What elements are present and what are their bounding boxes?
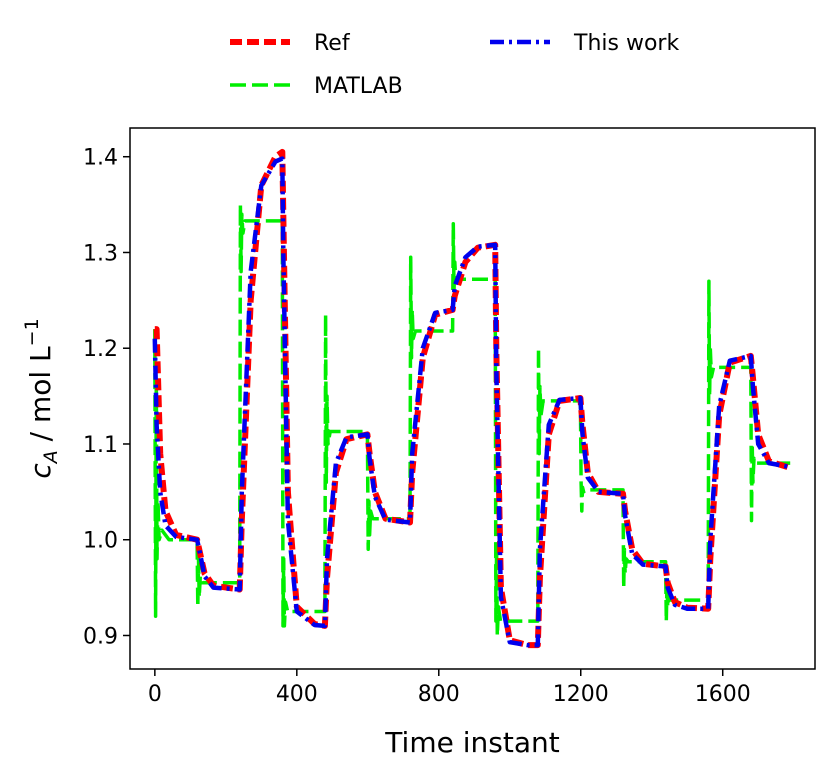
y-axis-title-symbol: c bbox=[24, 463, 57, 479]
series-line-this-work bbox=[152, 156, 791, 648]
y-tick-label: 1.3 bbox=[83, 241, 118, 266]
plot-frame bbox=[129, 127, 816, 670]
legend: Ref This work MATLAB bbox=[230, 31, 679, 99]
x-tick-label: 1200 bbox=[553, 682, 609, 707]
x-tick-label: 0 bbox=[148, 682, 162, 707]
y-tick-label: 0.9 bbox=[83, 624, 118, 649]
y-axis-title-subscript: A bbox=[40, 450, 62, 465]
y-tick-label: 1.2 bbox=[83, 337, 118, 362]
x-tick-label: 800 bbox=[418, 682, 460, 707]
x-tick-label: 400 bbox=[276, 682, 318, 707]
legend-label-this-work: This work bbox=[573, 31, 679, 56]
x-tick-label: 1600 bbox=[695, 682, 751, 707]
x-axis-title: Time instant bbox=[384, 726, 559, 759]
y-axis-title-superscript: −1 bbox=[21, 318, 43, 346]
legend-label-ref: Ref bbox=[314, 31, 351, 56]
legend-label-matlab: MATLAB bbox=[314, 74, 403, 99]
y-axis-title: cA / mol L−1 bbox=[21, 318, 62, 478]
x-axis: 0 400 800 1200 1600 bbox=[148, 669, 751, 707]
y-axis: 0.9 1.0 1.1 1.2 1.3 1.4 bbox=[83, 146, 130, 649]
plot-area bbox=[152, 148, 792, 649]
y-tick-label: 1.0 bbox=[83, 529, 118, 554]
y-tick-label: 1.4 bbox=[83, 146, 118, 171]
y-tick-label: 1.1 bbox=[83, 433, 118, 458]
y-axis-title-unit: / mol L bbox=[24, 346, 57, 450]
